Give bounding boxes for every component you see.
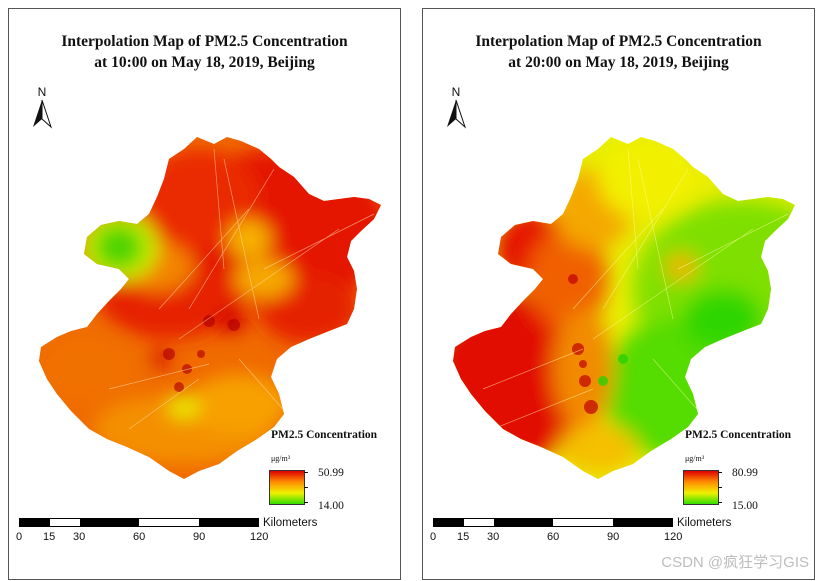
title-line-2: at 10:00 on May 18, 2019, Beijing bbox=[94, 54, 315, 71]
title-line-2: at 20:00 on May 18, 2019, Beijing bbox=[508, 54, 729, 71]
legend-title: PM2.5 Concentration bbox=[685, 429, 792, 441]
scale-label: 120 bbox=[250, 531, 269, 543]
scale-label: 90 bbox=[607, 531, 620, 543]
legend-title: PM2.5 Concentration bbox=[271, 429, 378, 441]
scale-label: 30 bbox=[487, 531, 500, 543]
north-arrow-icon: N bbox=[447, 85, 467, 129]
title-line-1: Interpolation Map of PM2.5 Concentration bbox=[61, 33, 348, 50]
pm25-interpolation-map bbox=[453, 137, 795, 479]
map-panel-8pm: Interpolation Map of PM2.5 Concentration… bbox=[422, 8, 815, 580]
scale-label: 15 bbox=[43, 531, 56, 543]
pm25-interpolation-map bbox=[39, 137, 381, 479]
scale-label: 60 bbox=[547, 531, 560, 543]
legend-color-ramp bbox=[269, 470, 305, 505]
north-label: N bbox=[38, 85, 47, 99]
map-panel-10am: Interpolation Map of PM2.5 Concentration… bbox=[8, 8, 401, 580]
scale-label: 90 bbox=[193, 531, 206, 543]
legend-unit: μg/m³ bbox=[685, 454, 705, 463]
legend-unit: μg/m³ bbox=[271, 454, 291, 463]
concentration-surface bbox=[453, 137, 795, 479]
legend-min-value: 14.00 bbox=[318, 500, 344, 512]
map-title: Interpolation Map of PM2.5 Concentration… bbox=[423, 31, 814, 73]
scale-label: 0 bbox=[16, 531, 23, 543]
concentration-surface bbox=[39, 137, 381, 479]
scale-bar bbox=[433, 518, 673, 527]
title-line-1: Interpolation Map of PM2.5 Concentration bbox=[475, 33, 762, 50]
legend-min-value: 15.00 bbox=[732, 500, 758, 512]
scale-units: Kilometers bbox=[263, 517, 318, 529]
scale-units: Kilometers bbox=[677, 517, 732, 529]
north-label: N bbox=[452, 85, 461, 99]
scale-label: 120 bbox=[664, 531, 683, 543]
north-arrow-icon: N bbox=[33, 85, 53, 129]
watermark: CSDN @疯狂学习GIS bbox=[661, 554, 809, 571]
legend-color-ramp bbox=[683, 470, 719, 505]
scale-label: 60 bbox=[133, 531, 146, 543]
scale-label: 30 bbox=[73, 531, 86, 543]
scale-bar bbox=[19, 518, 259, 527]
legend-max-value: 80.99 bbox=[732, 467, 758, 479]
scale-label: 0 bbox=[430, 531, 437, 543]
scale-label: 15 bbox=[457, 531, 470, 543]
map-title: Interpolation Map of PM2.5 Concentration… bbox=[9, 31, 400, 73]
legend-max-value: 50.99 bbox=[318, 467, 344, 479]
